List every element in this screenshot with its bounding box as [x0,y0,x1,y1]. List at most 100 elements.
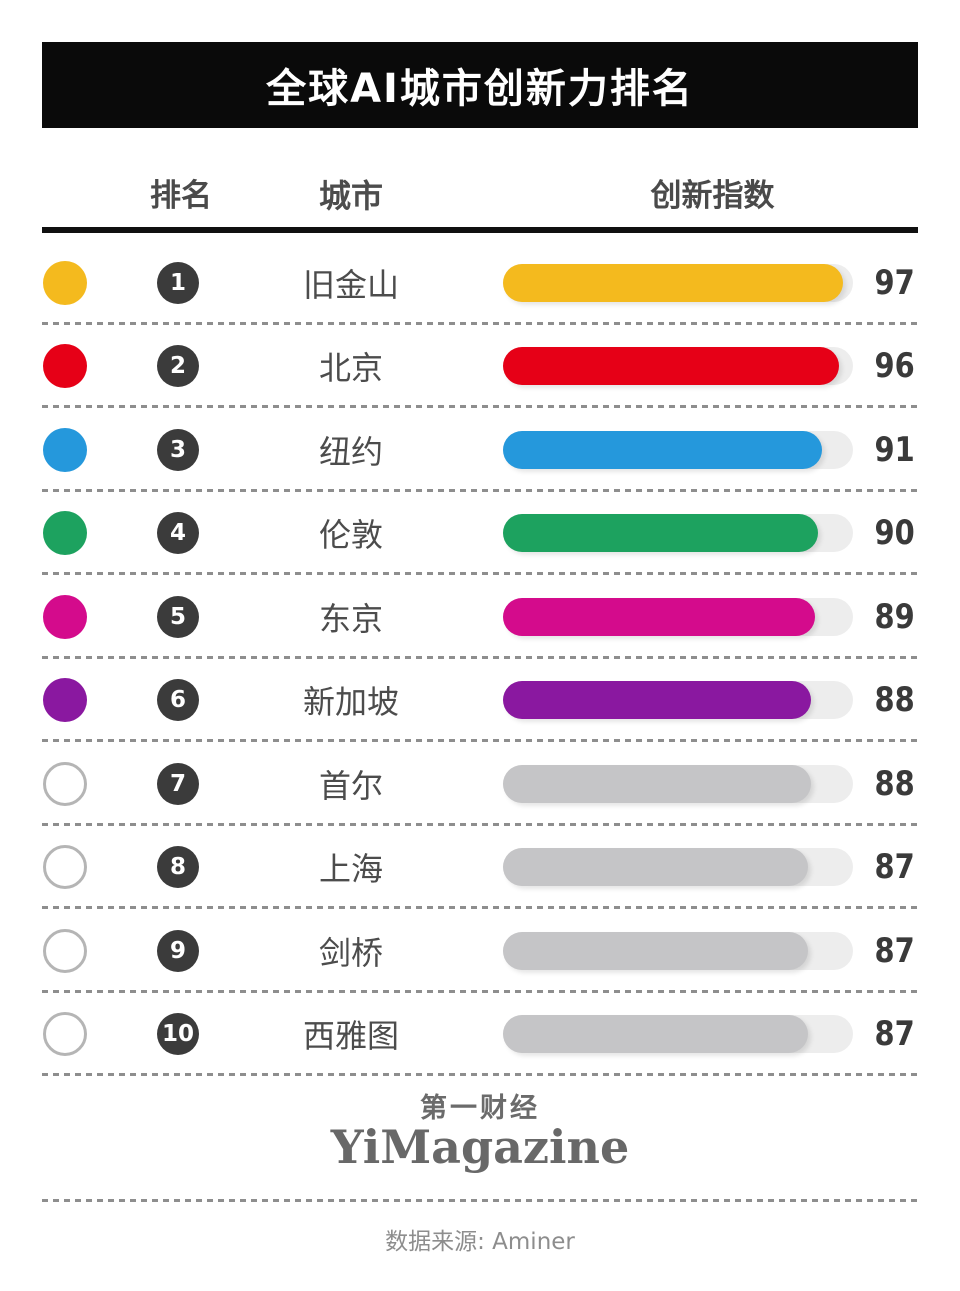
column-header-city: 城市 [318,177,383,215]
rank-badge: 10 [157,1013,199,1056]
column-header-rank: 排名 [150,178,212,214]
score-value: 88 [874,680,916,721]
score-bar-track [503,597,853,636]
rank-number: 9 [169,937,186,964]
table-row: 10 西雅图 87 [42,993,918,1076]
score-value-wrap: 91 [850,430,940,470]
publisher-logo: 第一财经 YiMagazine [0,1086,960,1171]
score-value: 90 [874,513,916,554]
score-bar-track [503,1015,853,1054]
city-label: 东京 [318,599,383,638]
row-separator [42,488,918,492]
color-dot [43,678,87,723]
rank-badge: 3 [157,428,199,471]
publisher-logo-cn: 第一财经 [420,1093,540,1124]
score-value: 89 [874,596,916,637]
rank-badge: 4 [157,512,199,555]
color-dot [43,1012,87,1057]
score-value: 97 [874,262,916,303]
color-dot [43,427,87,472]
score-bar-track [503,681,853,720]
row-separator [42,739,918,742]
row-separator [42,321,918,325]
table-row: 5 东京 89 [42,575,918,659]
score-value-wrap: 87 [850,1014,940,1054]
score-bar-fill [503,597,815,636]
rank-badge: 2 [157,345,199,388]
rank-badge: 6 [157,679,199,722]
rank-number: 4 [169,520,186,547]
rank-number: 7 [169,770,186,797]
score-bar-track [503,514,853,553]
color-dot [43,511,87,556]
rank-badge: 7 [157,762,199,805]
score-value: 87 [874,1014,916,1055]
score-bar-track [503,347,853,386]
score-value: 96 [874,346,916,387]
rank-badge: 9 [157,929,199,972]
score-value-wrap: 89 [850,597,940,637]
rank-number: 6 [169,687,186,714]
rank-number: 8 [169,854,186,881]
row-separator [42,405,918,408]
rank-number: 10 [161,1021,194,1048]
rank-badge: 5 [157,595,199,638]
city-label: 西雅图 [302,1017,399,1056]
row-separator [42,906,918,909]
score-value: 88 [874,763,916,804]
row-separator [42,572,918,575]
page-title: 全球AI城市创新力排名 [266,66,694,112]
publisher-logo-en: YiMagazine [330,1120,630,1174]
row-separator [42,1073,918,1076]
table-row: 6 新加坡 88 [42,659,918,742]
city-label: 首尔 [318,766,383,805]
score-value: 87 [874,847,916,888]
score-bar-track [503,764,853,803]
footer-divider [42,1199,918,1202]
city-label: 纽约 [318,432,383,471]
score-value-wrap: 88 [850,764,940,804]
rank-badge: 1 [157,261,199,304]
ranking-table: 1 旧金山 97 2 北京 96 [42,241,918,1076]
score-value-wrap: 90 [850,513,940,553]
header-divider [42,227,918,233]
score-bar-track [503,263,853,302]
table-row: 3 纽约 91 [42,408,918,492]
table-row: 9 剑桥 87 [42,909,918,993]
color-dot [43,344,87,389]
score-value: 87 [874,930,916,971]
score-value-wrap: 87 [850,931,940,971]
color-dot [43,845,87,890]
color-dot [43,928,87,973]
column-header-index: 创新指数 [650,178,775,214]
table-row: 4 伦敦 90 [42,492,918,575]
score-value-wrap: 87 [850,847,940,887]
score-bar-track [503,430,853,469]
rank-number: 5 [169,603,186,630]
rank-number: 3 [169,436,186,463]
color-dot [43,761,87,806]
rank-number: 1 [169,269,186,296]
city-label: 剑桥 [318,933,383,972]
score-value-wrap: 88 [850,680,940,720]
score-bar-track [503,848,853,887]
city-label: 旧金山 [302,265,399,304]
table-row: 1 旧金山 97 [42,241,918,325]
score-value-wrap: 96 [850,346,940,386]
table-row: 8 上海 87 [42,826,918,909]
data-source: 数据来源: Aminer [385,1229,575,1255]
title-banner: 全球AI城市创新力排名 [42,42,918,128]
city-label: 新加坡 [302,683,399,722]
color-dot [43,594,87,639]
city-label: 伦敦 [318,516,383,555]
score-bar-track [503,931,853,970]
score-bar-fill [503,430,822,469]
table-row: 7 首尔 88 [42,742,918,826]
row-separator [42,989,918,993]
rank-badge: 8 [157,846,199,889]
score-bar-fill [503,764,811,803]
city-label: 上海 [318,850,383,889]
score-value-wrap: 97 [850,263,940,303]
score-bar-fill [503,1015,808,1054]
